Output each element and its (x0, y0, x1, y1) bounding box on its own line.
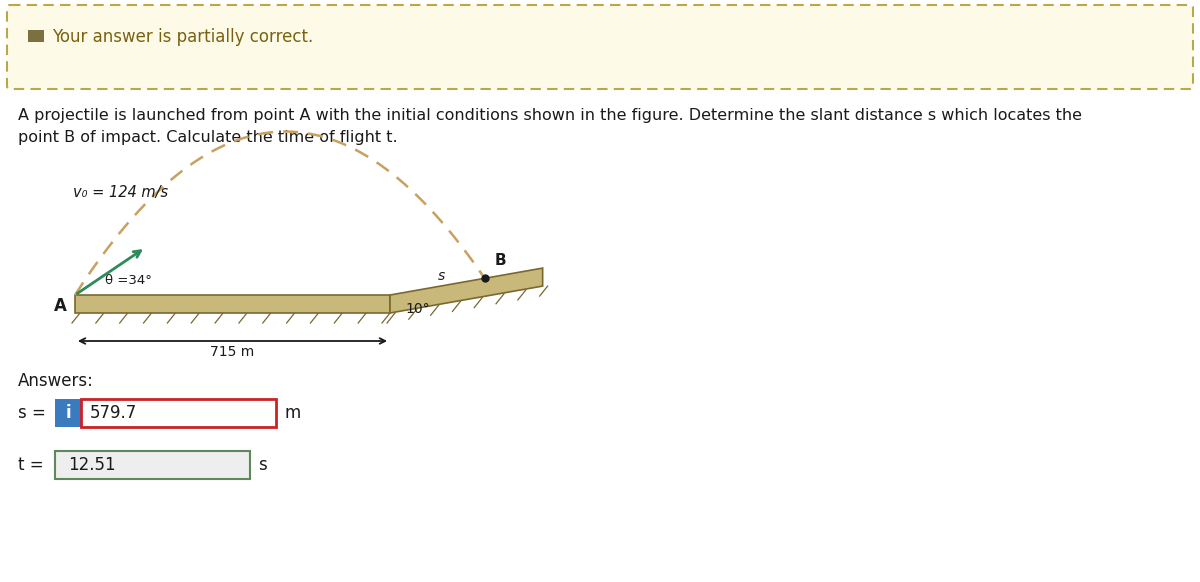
FancyBboxPatch shape (74, 295, 390, 313)
Text: s =: s = (18, 404, 46, 422)
FancyBboxPatch shape (55, 399, 82, 427)
Text: 10°: 10° (406, 302, 430, 316)
Text: point B of impact. Calculate the time of flight t.: point B of impact. Calculate the time of… (18, 130, 397, 145)
Text: A: A (54, 297, 66, 315)
Polygon shape (390, 268, 542, 313)
Text: s: s (438, 269, 445, 283)
Text: A projectile is launched from point A with the initial conditions shown in the f: A projectile is launched from point A wi… (18, 108, 1082, 123)
Text: i: i (65, 404, 71, 422)
Text: m: m (284, 404, 300, 422)
Text: Your answer is partially correct.: Your answer is partially correct. (52, 28, 313, 46)
Text: v₀ = 124 m/s: v₀ = 124 m/s (73, 185, 168, 200)
Text: Answers:: Answers: (18, 372, 94, 390)
Text: s: s (258, 456, 266, 474)
Text: t =: t = (18, 456, 43, 474)
Text: 579.7: 579.7 (90, 404, 137, 422)
FancyBboxPatch shape (7, 5, 1193, 89)
FancyBboxPatch shape (55, 451, 250, 479)
FancyBboxPatch shape (28, 30, 44, 42)
Text: 715 m: 715 m (210, 345, 254, 359)
Text: B: B (494, 253, 506, 268)
Text: θ =34°: θ =34° (106, 274, 152, 286)
FancyBboxPatch shape (82, 399, 276, 427)
Text: 12.51: 12.51 (68, 456, 115, 474)
